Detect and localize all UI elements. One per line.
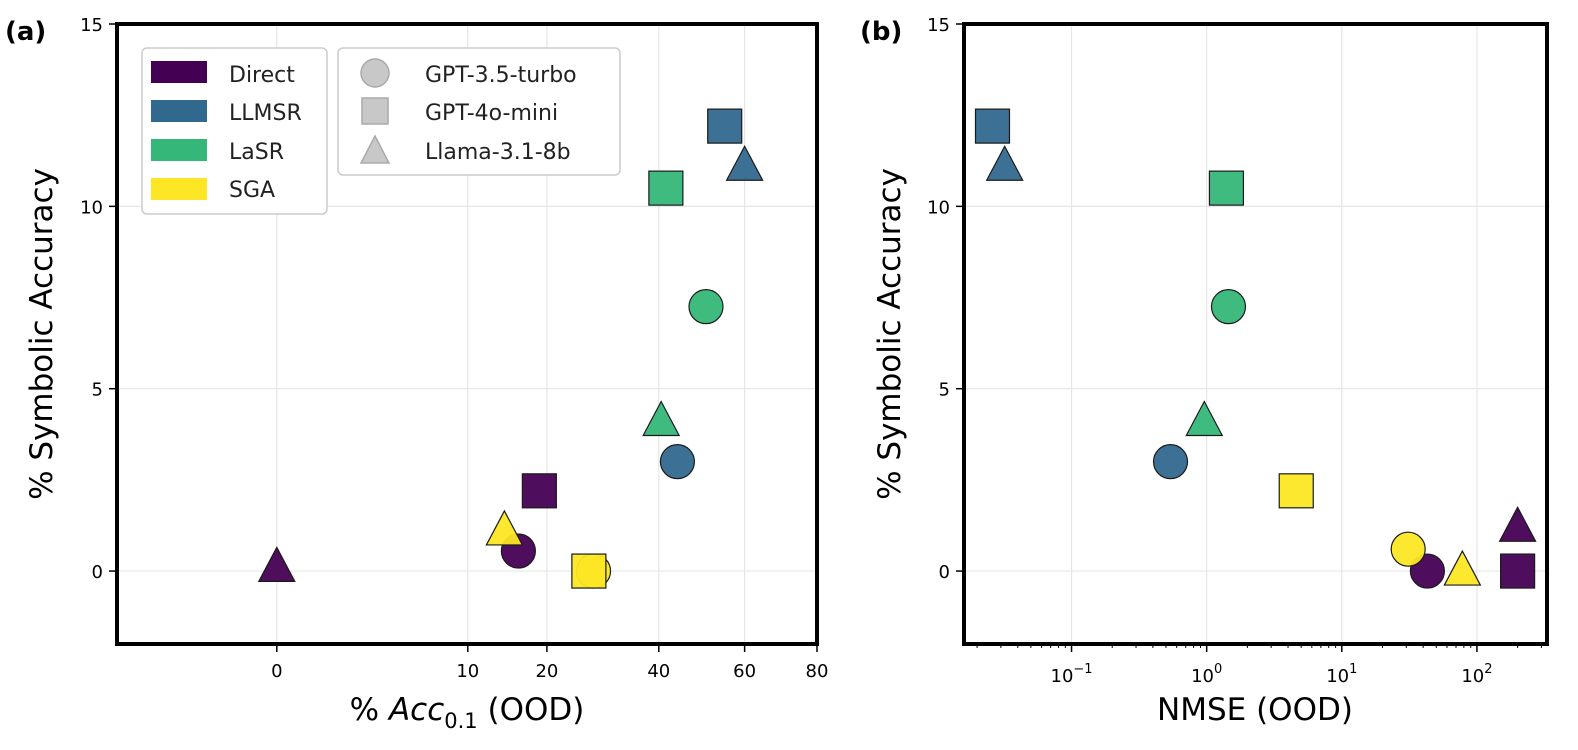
panel-b-x-ticks: 10−1 100 101 102 [976, 644, 1542, 687]
point-direct-gpt-4o-mini [1500, 553, 1536, 589]
legend-label-sga: SGA [229, 178, 275, 203]
point-lasr-llama-3-1-8b [1185, 400, 1224, 437]
point-llmsr-gpt-3-5-turbo [1152, 444, 1189, 480]
y-tick-label: 0 [939, 562, 950, 583]
legend-models: GPT-3.5-turbo GPT-4o-mini Llama-3.1-8b [337, 47, 621, 176]
panel-a-frame [115, 22, 819, 646]
point-direct-llama-3-1-8b [257, 546, 296, 583]
legend-methods: Direct LLMSR LaSR SGA [141, 47, 328, 215]
x-tick-label: 80 [806, 661, 829, 682]
panel-b: (b) 10−1 100 101 102 0 5 10 15 NMSE (OOD) % Sy… [860, 15, 1549, 728]
x-tick-label: 101 [1326, 662, 1357, 687]
legend-models-box [337, 47, 621, 176]
y-tick-label: 15 [927, 15, 950, 36]
y-tick-label: 15 [80, 15, 103, 36]
point-lasr-gpt-3-5-turbo [688, 289, 724, 325]
panel-a-x-ticks: 0 10 20 40 60 80 [271, 644, 828, 682]
panel-b-frame [962, 22, 1549, 646]
x-tick-label: 10 [456, 661, 479, 682]
point-sga-llama-3-1-8b [485, 509, 524, 546]
panel-a-label: (a) [5, 17, 46, 47]
point-llmsr-llama-3-1-8b [985, 144, 1024, 181]
x-tick-label: 40 [647, 661, 670, 682]
point-llmsr-llama-3-1-8b [725, 144, 764, 181]
point-direct-gpt-4o-mini [521, 473, 557, 509]
legend-entry-gpt4omini: GPT-4o-mini [361, 97, 558, 126]
y-tick-label: 10 [927, 197, 950, 218]
legend-entry-sga: SGA [151, 178, 275, 203]
panel-b-y-axis-label: % Symbolic Accuracy [872, 168, 908, 500]
legend-entry-lasr: LaSR [151, 139, 284, 165]
legend-swatch-llmsr [151, 100, 207, 122]
point-lasr-llama-3-1-8b [642, 400, 681, 437]
y-tick-label: 0 [92, 562, 103, 583]
legend-label-gpt35: GPT-3.5-turbo [425, 63, 577, 88]
legend-label-direct: Direct [229, 63, 295, 88]
legend-entry-llama: Llama-3.1-8b [359, 134, 571, 165]
point-sga-gpt-3-5-turbo [1390, 531, 1426, 567]
legend-circle-marker [360, 58, 390, 88]
panel-a: (a) 0 10 20 40 60 80 0 5 10 15 % Acc0.1 (OOD) % … [5, 15, 828, 733]
panel-a-x-axis-label: % Acc0.1 (OOD) [350, 692, 585, 733]
y-tick-label: 5 [92, 380, 103, 401]
panel-b-x-axis-label: NMSE (OOD) [1157, 692, 1353, 728]
point-llmsr-gpt-4o-mini [707, 108, 743, 144]
x-tick-label: 60 [733, 661, 756, 682]
legend-methods-box [141, 47, 328, 215]
x-tick-label: 20 [535, 661, 558, 682]
legend-entry-gpt35: GPT-3.5-turbo [360, 58, 577, 88]
legend-square-marker [361, 97, 389, 125]
legend-label-llama: Llama-3.1-8b [425, 140, 571, 165]
point-direct-llama-3-1-8b [1498, 506, 1537, 542]
point-lasr-gpt-4o-mini [1208, 170, 1245, 206]
panel-a-y-axis-label: % Symbolic Accuracy [24, 168, 60, 500]
legend-swatch-lasr [151, 139, 207, 161]
panel-b-label: (b) [860, 17, 902, 47]
x-tick-label: 10−1 [1051, 662, 1093, 687]
panel-a-y-ticks: 0 5 10 15 [80, 15, 117, 583]
legend-entry-llmsr: LLMSR [151, 100, 302, 126]
legend-label-lasr: LaSR [229, 140, 284, 165]
y-tick-label: 10 [80, 197, 103, 218]
legend-swatch-direct [151, 61, 207, 83]
legend-label-llmsr: LLMSR [229, 101, 302, 126]
legend-triangle-marker [359, 134, 391, 164]
point-llmsr-gpt-4o-mini [974, 108, 1011, 144]
y-tick-label: 5 [939, 380, 950, 401]
point-sga-llama-3-1-8b [1443, 549, 1482, 586]
panel-b-points [974, 108, 1537, 589]
panel-a-points [257, 108, 764, 589]
point-lasr-gpt-3-5-turbo [1210, 289, 1247, 325]
point-sga-gpt-4o-mini [571, 553, 607, 589]
panel-b-plot-background [964, 24, 1547, 644]
x-tick-label: 100 [1191, 662, 1222, 687]
point-lasr-gpt-4o-mini [648, 170, 684, 206]
legend-entry-direct: Direct [151, 61, 295, 88]
point-llmsr-gpt-3-5-turbo [659, 444, 696, 480]
x-tick-label: 102 [1461, 662, 1492, 687]
x-tick-label: 0 [271, 661, 282, 682]
legend-label-gpt4omini: GPT-4o-mini [425, 101, 558, 126]
point-sga-gpt-4o-mini [1278, 473, 1314, 509]
panel-b-y-ticks: 0 5 10 15 [927, 15, 964, 583]
legend-swatch-sga [151, 178, 207, 200]
